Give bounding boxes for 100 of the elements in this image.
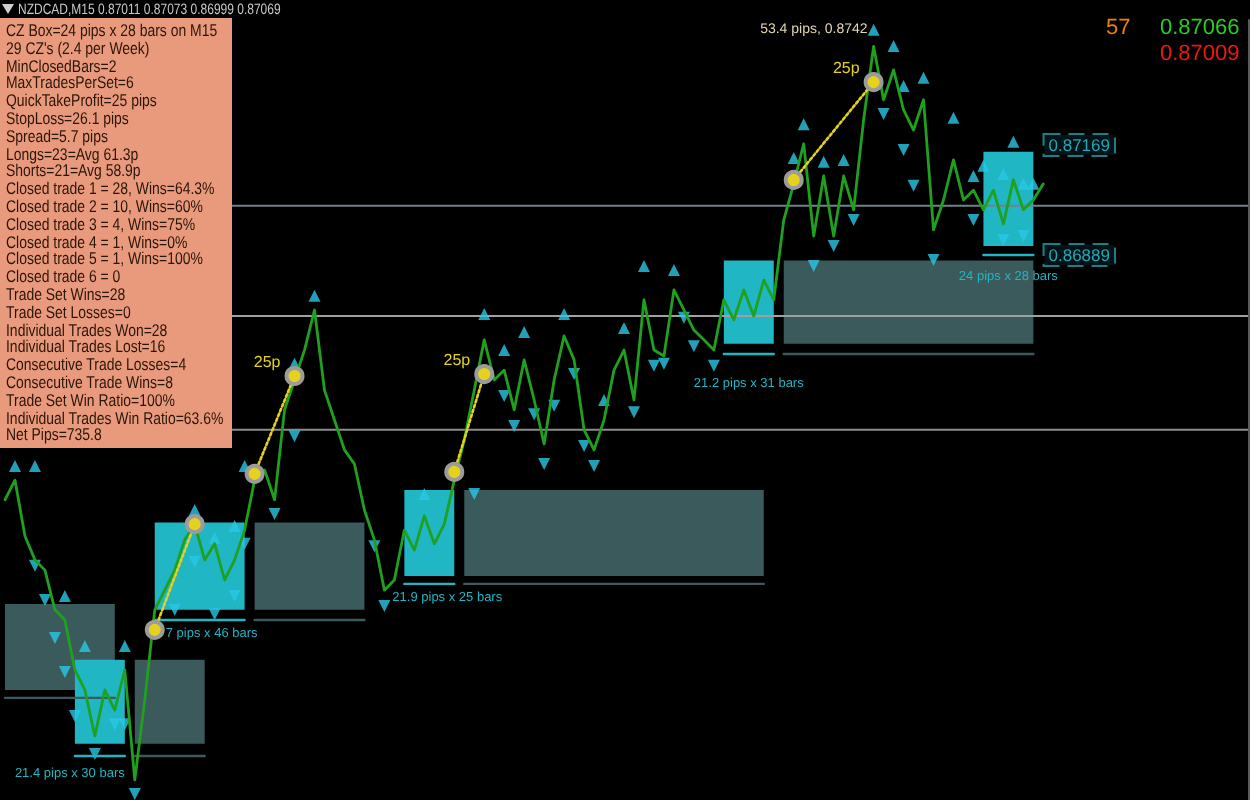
annotation: Net Pips=735.8 bbox=[6, 424, 102, 445]
point bbox=[1017, 177, 1030, 190]
point bbox=[498, 344, 511, 357]
annotation: Closed trade 4 = 1, Wins=0% bbox=[6, 231, 188, 252]
series-label: 25p bbox=[443, 351, 472, 370]
point bbox=[128, 788, 141, 800]
annotation: Trade Set Wins=28 bbox=[6, 283, 126, 304]
annotation: Spread=5.7 pips bbox=[6, 125, 108, 146]
point bbox=[863, 72, 884, 93]
point bbox=[538, 458, 551, 471]
annotation: QuickTakeProfit=25 pips bbox=[6, 90, 157, 111]
point bbox=[478, 307, 491, 320]
point bbox=[797, 118, 810, 131]
annotation: Closed trade 3 = 4, Wins=75% bbox=[6, 213, 196, 234]
point bbox=[907, 179, 920, 192]
point bbox=[947, 111, 960, 124]
point bbox=[588, 459, 601, 472]
point bbox=[38, 593, 51, 606]
point bbox=[817, 155, 830, 168]
point bbox=[68, 709, 81, 722]
point bbox=[1007, 135, 1020, 148]
point bbox=[188, 555, 201, 568]
annotation: CZ Box=24 pips x 28 bars on M15 bbox=[6, 20, 218, 40]
point bbox=[1027, 177, 1040, 190]
point bbox=[827, 239, 840, 252]
point bbox=[807, 259, 820, 272]
point bbox=[783, 169, 804, 190]
point bbox=[468, 487, 481, 500]
point bbox=[997, 234, 1010, 247]
annotation: Individual Trades Lost=16 bbox=[6, 336, 166, 357]
annotation: MaxTradesPerSet=6 bbox=[6, 72, 134, 93]
point bbox=[58, 665, 71, 678]
annotation: Consecutive Trade Wins=8 bbox=[6, 371, 173, 392]
point bbox=[977, 159, 990, 172]
point bbox=[474, 364, 495, 385]
point bbox=[118, 639, 131, 652]
annotation: 57 bbox=[1106, 16, 1131, 40]
point bbox=[667, 263, 680, 276]
point bbox=[837, 153, 850, 166]
point bbox=[228, 590, 241, 603]
annotation: Closed trade 6 = 0 bbox=[6, 266, 121, 287]
point bbox=[144, 619, 165, 640]
point bbox=[48, 632, 61, 645]
point bbox=[418, 487, 431, 500]
point bbox=[657, 357, 670, 370]
annotation: Individual Trades Won=28 bbox=[6, 319, 168, 340]
annotation: Closed trade 1 = 28, Wins=64.3% bbox=[6, 178, 215, 199]
point bbox=[8, 459, 21, 472]
annotation: Individual Trades Win Ratio=63.6% bbox=[6, 407, 224, 428]
point bbox=[967, 170, 980, 182]
y-tick-label: 0.86889 bbox=[1048, 244, 1111, 265]
point bbox=[28, 459, 41, 472]
point bbox=[378, 599, 391, 612]
annotation: Consecutive Trade Losses=4 bbox=[6, 354, 187, 375]
point bbox=[444, 461, 465, 482]
point bbox=[208, 531, 221, 544]
point bbox=[707, 359, 720, 372]
annotation: Closed trade 5 = 1, Wins=100% bbox=[6, 248, 203, 269]
point bbox=[997, 168, 1010, 181]
point bbox=[618, 322, 630, 335]
point bbox=[268, 507, 281, 520]
point bbox=[288, 430, 301, 443]
series-label: 25p bbox=[253, 353, 282, 372]
point bbox=[168, 603, 181, 616]
point bbox=[897, 144, 910, 157]
point bbox=[847, 214, 860, 227]
point bbox=[184, 514, 205, 535]
y-tick-label: 0.87169 bbox=[1048, 134, 1111, 155]
annotation: Trade Set Win Ratio=100% bbox=[6, 389, 175, 410]
point bbox=[308, 289, 321, 302]
point bbox=[1017, 230, 1030, 243]
point bbox=[244, 463, 265, 484]
point bbox=[967, 214, 980, 227]
point bbox=[887, 39, 900, 52]
annotation: 0.87009 bbox=[1160, 42, 1240, 66]
point bbox=[897, 80, 910, 93]
point bbox=[58, 590, 71, 603]
point bbox=[647, 359, 660, 372]
point bbox=[687, 340, 700, 353]
point bbox=[108, 718, 121, 731]
series-label: 25p bbox=[832, 59, 861, 78]
point bbox=[228, 520, 241, 533]
annotation: Longs=23=Avg 61.3p bbox=[6, 143, 139, 164]
point bbox=[927, 254, 940, 267]
point bbox=[867, 23, 880, 36]
point bbox=[518, 326, 531, 338]
annotation: MinClosedBars=2 bbox=[6, 55, 117, 76]
point bbox=[877, 107, 890, 120]
point bbox=[627, 406, 640, 419]
point bbox=[637, 259, 650, 272]
annotation: Shorts=21=Avg 58.9p bbox=[6, 160, 141, 181]
point bbox=[508, 419, 521, 432]
point bbox=[78, 639, 91, 652]
annotation: Trade Set Losses=0 bbox=[6, 301, 131, 322]
annotation: 0.87066 bbox=[1160, 16, 1240, 40]
annotation: Closed trade 2 = 10, Wins=60% bbox=[6, 195, 203, 216]
point bbox=[284, 366, 305, 387]
point bbox=[917, 71, 930, 84]
point bbox=[558, 307, 571, 320]
annotation: 29 CZ's (2.4 per Week) bbox=[6, 37, 150, 58]
